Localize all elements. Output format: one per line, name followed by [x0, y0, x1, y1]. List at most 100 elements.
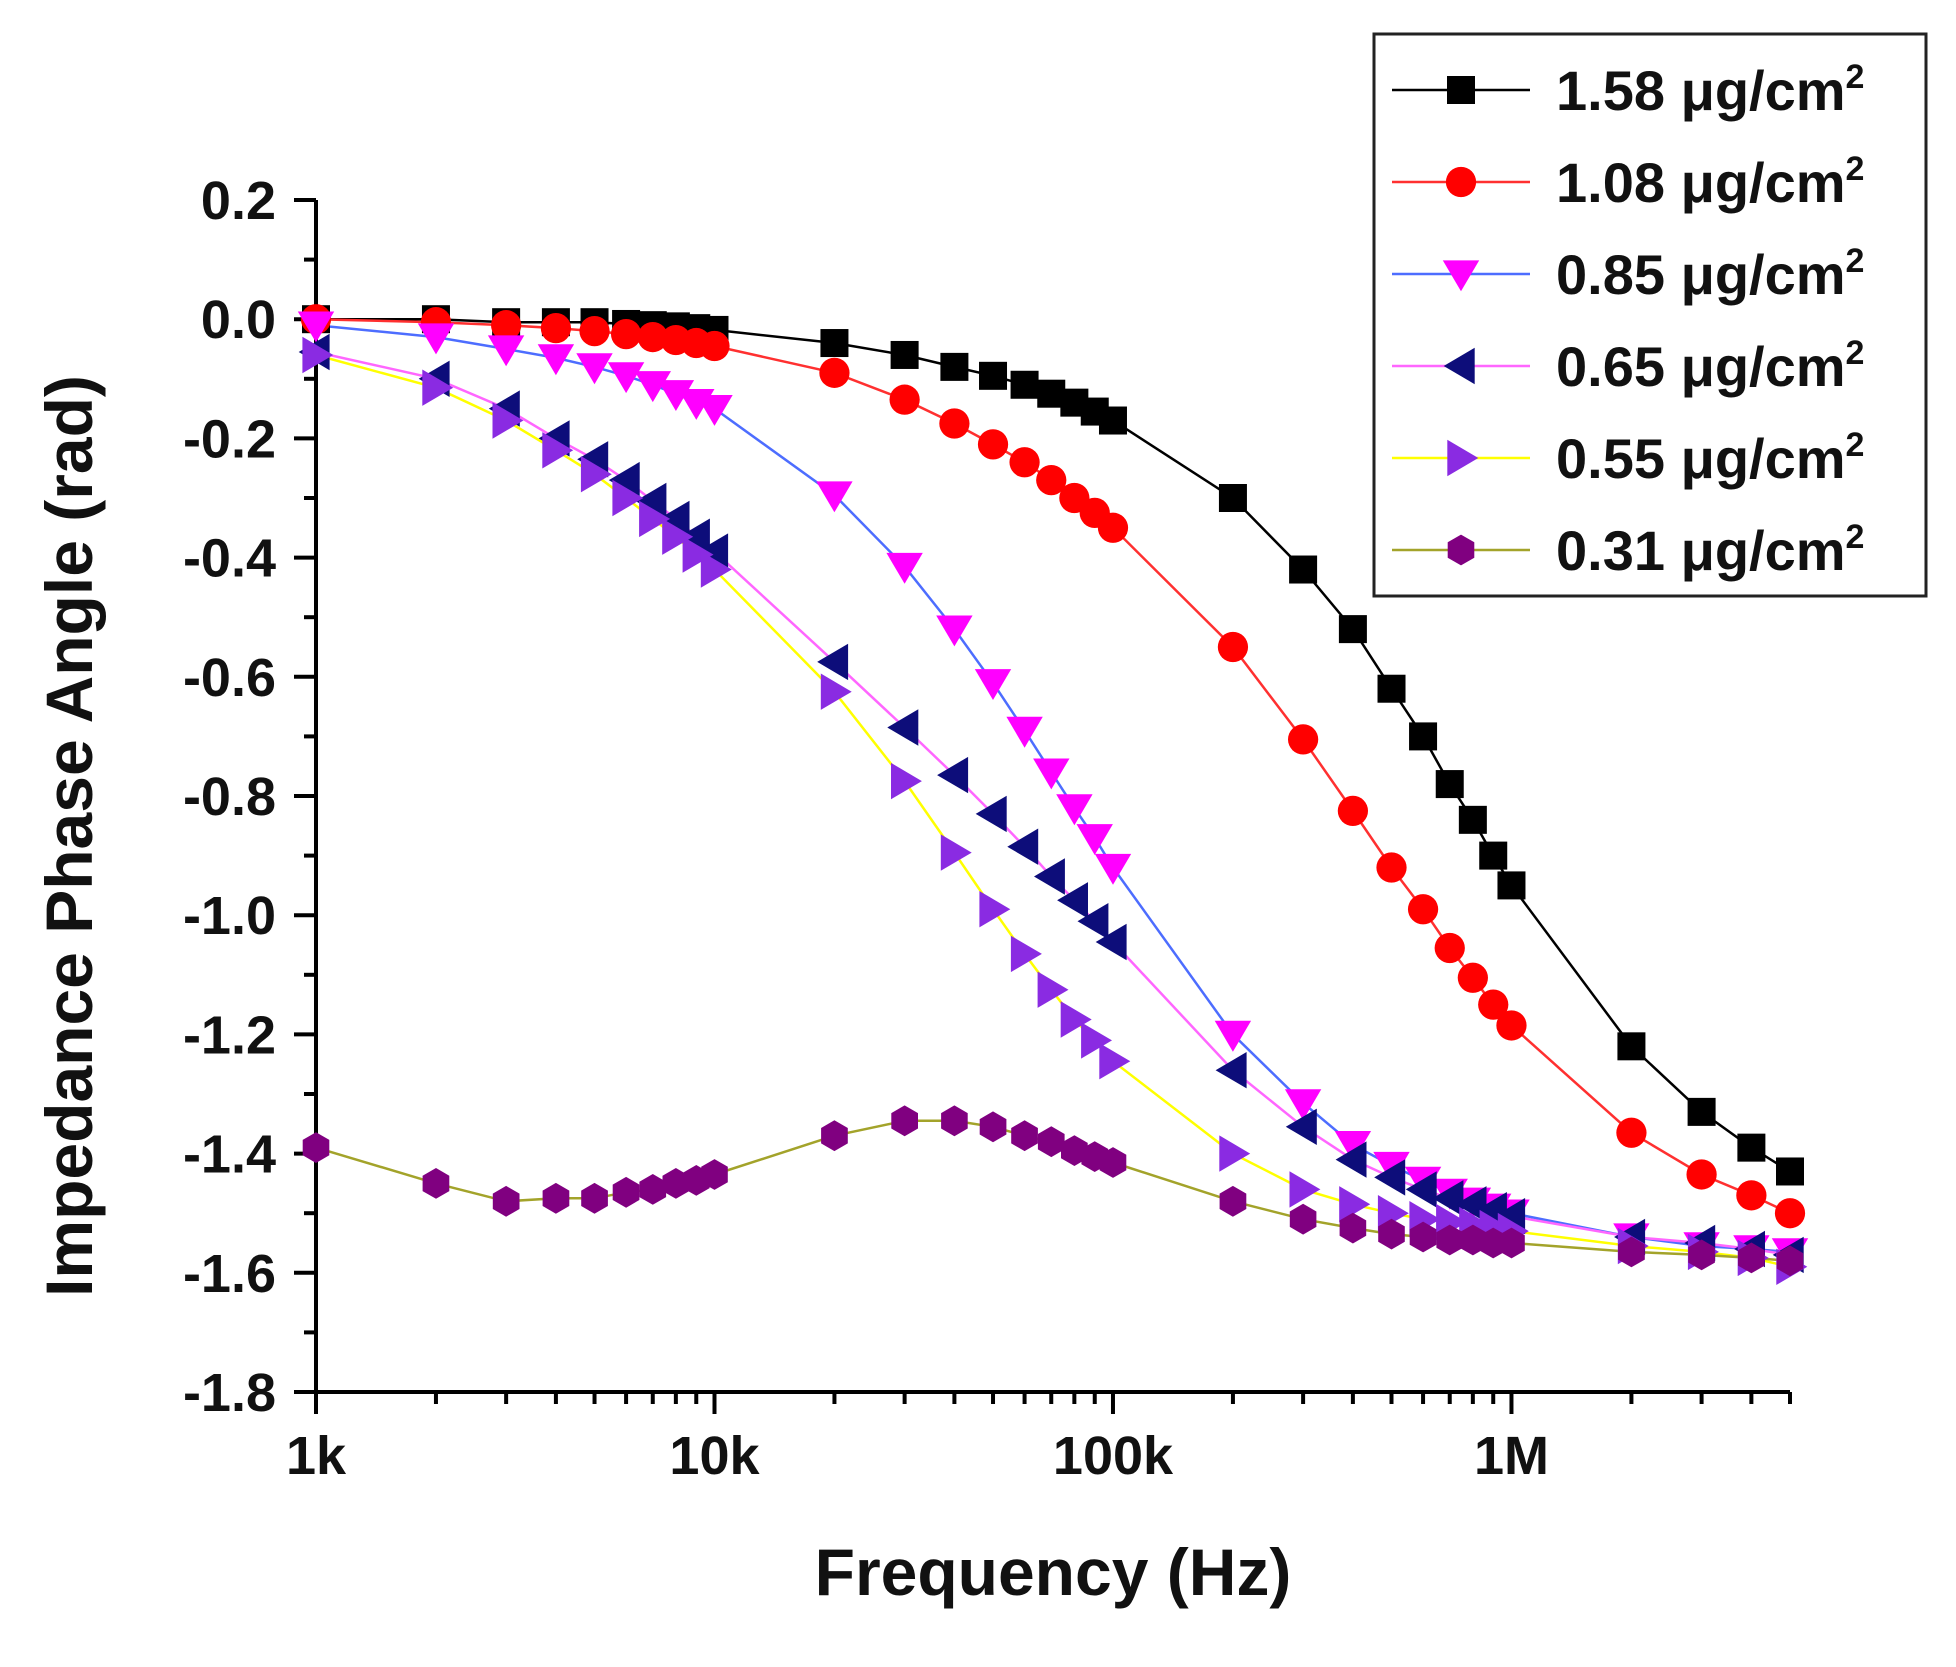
legend-marker — [1447, 76, 1475, 104]
data-point — [1099, 1147, 1127, 1178]
data-point — [821, 1120, 848, 1152]
legend-label: 1.08 μg/cm2 — [1556, 150, 1864, 214]
data-point — [936, 615, 973, 647]
data-point — [1616, 1117, 1647, 1148]
data-point — [1458, 805, 1487, 834]
data-point — [1037, 971, 1069, 1008]
data-point — [682, 536, 714, 573]
data-point — [1217, 631, 1249, 663]
data-point — [1688, 1239, 1715, 1271]
data-point — [699, 330, 730, 362]
x-tick-label: 100k — [1053, 1426, 1174, 1486]
data-point — [540, 313, 572, 344]
data-point — [1219, 1135, 1251, 1172]
data-point — [1435, 770, 1464, 799]
data-point — [1376, 852, 1407, 883]
data-point — [1095, 923, 1127, 961]
data-point — [422, 1168, 450, 1199]
data-point — [697, 533, 729, 570]
series-markers — [297, 304, 1809, 1285]
data-point — [542, 1182, 570, 1214]
data-point — [1006, 716, 1043, 748]
data-point — [701, 1159, 728, 1190]
data-point — [887, 709, 919, 746]
x-axis-title: Frequency (Hz) — [815, 1535, 1292, 1609]
data-point — [940, 352, 969, 381]
data-point — [635, 482, 667, 520]
data-point — [1076, 824, 1113, 855]
data-point — [610, 318, 642, 350]
legend-entry: 0.31 μg/cm2 — [1392, 518, 1864, 582]
data-point — [979, 361, 1008, 390]
data-point — [1686, 1159, 1717, 1190]
data-point — [1007, 828, 1039, 865]
data-point — [1337, 795, 1369, 827]
legend-entry: 1.58 μg/cm2 — [1392, 58, 1864, 122]
data-point — [940, 834, 972, 871]
data-point — [1497, 871, 1526, 900]
x-tick-label: 1k — [286, 1426, 347, 1486]
data-point — [1036, 465, 1067, 496]
legend-entry: 0.65 μg/cm2 — [1392, 334, 1864, 398]
data-point — [1338, 615, 1367, 644]
y-tick-label: -1.4 — [183, 1125, 276, 1185]
data-point — [820, 673, 852, 710]
data-point — [891, 762, 922, 800]
data-point — [576, 353, 613, 385]
legend-value: 0.55 — [1556, 427, 1681, 490]
data-point — [700, 551, 732, 588]
data-point — [1033, 758, 1070, 790]
data-point — [1077, 903, 1109, 940]
data-point — [297, 311, 335, 343]
data-point — [1287, 724, 1319, 755]
legend-unit: μg/cm — [1681, 151, 1846, 214]
data-point — [302, 336, 334, 374]
data-point — [979, 1111, 1007, 1143]
data-point — [612, 1176, 640, 1208]
data-point — [1011, 1120, 1038, 1152]
data-point — [1214, 1020, 1252, 1052]
legend-unit-superscript: 2 — [1846, 150, 1865, 188]
data-point — [1339, 1186, 1371, 1223]
y-tick-label: 0.2 — [201, 171, 276, 231]
y-tick-label: -0.4 — [183, 529, 276, 589]
legend-label: 0.31 μg/cm2 — [1556, 518, 1864, 582]
data-point — [537, 344, 575, 376]
data-point — [422, 369, 454, 406]
legend-marker — [1445, 166, 1477, 198]
data-point — [1618, 1236, 1645, 1268]
legend-value: 1.58 — [1556, 59, 1681, 122]
legend-value: 0.85 — [1556, 243, 1681, 306]
data-point — [1339, 1212, 1367, 1244]
data-point — [1409, 722, 1438, 751]
y-tick-label: 0.0 — [201, 290, 276, 350]
data-point — [1436, 1224, 1464, 1256]
data-point — [1215, 1052, 1247, 1089]
legend-marker — [1447, 439, 1479, 477]
y-axis-title: Impedance Phase Angle (rad) — [32, 375, 106, 1297]
data-point — [696, 395, 733, 426]
legend-value: 1.08 — [1556, 151, 1681, 214]
data-point — [1776, 1157, 1804, 1186]
legend-unit: μg/cm — [1681, 427, 1846, 490]
data-point — [1081, 1022, 1112, 1059]
data-point — [1407, 894, 1439, 925]
data-point — [977, 429, 1009, 460]
data-point — [1057, 882, 1088, 919]
data-point — [1738, 1242, 1765, 1274]
data-point — [975, 795, 1007, 833]
data-point — [979, 891, 1011, 928]
data-point — [1409, 1221, 1437, 1253]
legend-unit-superscript: 2 — [1846, 58, 1865, 96]
data-point — [1061, 1135, 1088, 1166]
data-point — [1010, 370, 1039, 399]
data-point — [886, 552, 923, 584]
y-tick-label: -0.6 — [183, 648, 276, 708]
legend-unit-superscript: 2 — [1846, 242, 1865, 280]
legend-unit: μg/cm — [1681, 519, 1846, 582]
data-point — [1334, 1131, 1372, 1162]
series-points-1.08 — [300, 304, 1806, 1229]
